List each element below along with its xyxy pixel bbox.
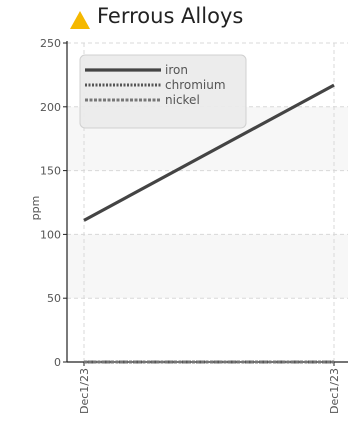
y-axis-label: ppm bbox=[29, 196, 42, 221]
y-tick-label: 200 bbox=[40, 101, 61, 114]
legend-label-chromium: chromium bbox=[165, 78, 226, 92]
y-tick-label: 150 bbox=[40, 165, 61, 178]
series-line-iron bbox=[83, 83, 335, 222]
warning-triangle-icon bbox=[70, 11, 90, 29]
plot-background bbox=[67, 106, 348, 299]
chart-header: Ferrous Alloys bbox=[0, 0, 355, 36]
legend-label-nickel: nickel bbox=[165, 93, 200, 107]
series-lines bbox=[83, 83, 335, 364]
y-tick-label: 0 bbox=[54, 356, 61, 369]
x-axis-ticks: Dec1/23 Dec1/23 bbox=[78, 362, 341, 414]
x-tick-label: Dec1/23 bbox=[328, 368, 341, 414]
y-tick-label: 100 bbox=[40, 228, 61, 241]
y-axis-ticks: 0 50 100 150 200 250 bbox=[40, 37, 67, 369]
y-tick-label: 50 bbox=[47, 292, 61, 305]
y-tick-label: 250 bbox=[40, 37, 61, 50]
legend-label-iron: iron bbox=[165, 63, 188, 77]
chart-title: Ferrous Alloys bbox=[97, 4, 244, 28]
x-tick-label: Dec1/23 bbox=[78, 368, 91, 414]
legend-box bbox=[79, 54, 247, 129]
plot-band bbox=[67, 234, 348, 299]
